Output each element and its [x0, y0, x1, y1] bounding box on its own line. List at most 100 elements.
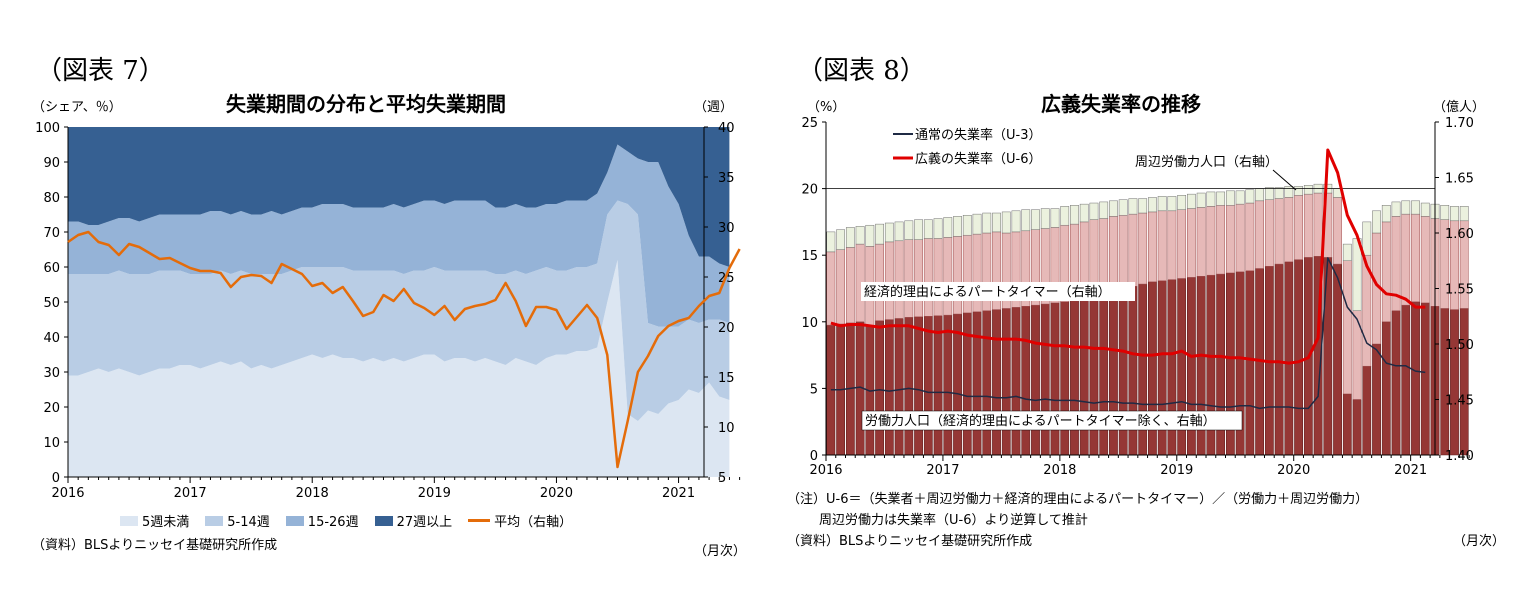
bar-labor-force	[894, 318, 904, 456]
right-y-tick-label: 10	[801, 316, 818, 331]
bar-marginal-labor	[1148, 197, 1157, 213]
bar-marginal-labor	[1255, 188, 1264, 202]
bar-part-time	[1264, 199, 1274, 267]
bar-part-time	[943, 237, 953, 316]
bar-labor-force	[1284, 261, 1294, 456]
bar-labor-force	[1333, 263, 1342, 456]
legend-label-u6: 広義の失業率（U-6）	[915, 151, 1041, 167]
bar-labor-force	[982, 310, 992, 456]
bar-marginal-labor	[1245, 189, 1255, 204]
bar-labor-force	[1294, 259, 1303, 456]
left-y-tick-label: 30	[43, 366, 60, 381]
bar-labor-force	[1274, 263, 1284, 456]
right-y-tick-label: 20	[801, 183, 818, 198]
bar-marginal-labor	[1109, 200, 1118, 217]
left-y-tick-label: 90	[43, 156, 60, 171]
bar-labor-force	[1040, 303, 1050, 456]
bar-marginal-labor	[1070, 205, 1079, 225]
bar-labor-force	[1362, 365, 1372, 456]
bar-labor-force	[1459, 308, 1469, 456]
bar-labor-force	[1060, 301, 1070, 456]
bar-part-time	[1157, 210, 1167, 281]
left-y-tick-label: 10	[43, 436, 60, 451]
right-x-tick-label: 2016	[809, 463, 842, 478]
bar-labor-force	[1381, 321, 1391, 456]
bar-marginal-labor	[875, 223, 884, 245]
bar-part-time	[1401, 213, 1411, 306]
legend-label-15-26w: 15-26週	[307, 515, 359, 530]
bar-marginal-labor	[1391, 201, 1401, 217]
left-y2-tick-label: 30	[718, 221, 735, 236]
bar-part-time	[923, 238, 933, 317]
bar-marginal-labor	[1118, 199, 1128, 216]
bar-labor-force	[1342, 393, 1352, 456]
legend-swatch-5w	[120, 515, 138, 526]
left-y-tick-label: 40	[43, 331, 60, 346]
bar-marginal-labor	[1128, 198, 1138, 215]
bar-part-time	[1225, 205, 1235, 274]
bar-marginal-labor	[845, 227, 855, 248]
bar-marginal-labor	[1011, 210, 1021, 233]
left-x-tick-label: 2016	[51, 486, 84, 501]
bar-labor-force	[1401, 304, 1411, 456]
right-y2-tick-label: 1.45	[1445, 394, 1474, 409]
bar-marginal-labor	[1079, 203, 1089, 223]
left-y-unit: （シェア、％）	[32, 100, 122, 115]
bar-marginal-labor	[1381, 205, 1391, 223]
bar-marginal-labor	[1264, 187, 1274, 200]
bar-marginal-labor	[1089, 202, 1099, 220]
left-y2-tick-label: 15	[718, 371, 735, 386]
annotation-bg-labor-force	[861, 410, 1243, 431]
bar-marginal-labor	[1099, 201, 1109, 219]
bar-marginal-labor	[1303, 185, 1313, 195]
u6-unemployment-line	[830, 148, 1426, 365]
bar-marginal-labor	[1450, 206, 1459, 222]
left-y2-tick-label: 5	[718, 471, 726, 486]
right-note-estimate: 周辺労働力は失業率（U-6）より逆算して推計	[819, 513, 1088, 528]
legend-item-5w: 5週未満	[120, 511, 189, 530]
bar-marginal-labor	[914, 219, 923, 240]
right-chart-panel: （図表 8） 広義失業率の推移 （%） （億人） 0 5 10 15 20 25 1.40 1…	[763, 0, 1526, 607]
bar-part-time	[1099, 218, 1109, 294]
bar-labor-force	[1109, 290, 1118, 456]
bar-part-time	[884, 241, 894, 320]
bar-labor-force	[1021, 306, 1031, 456]
right-y2-tick-label: 1.55	[1445, 283, 1474, 298]
bar-labor-force	[875, 320, 884, 456]
bar-labor-force	[1440, 308, 1450, 456]
annotation-part-time: 経済的理由によるパートタイマー（右軸）	[864, 284, 1111, 300]
bar-part-time	[1148, 211, 1157, 283]
left-y-tick-label: 60	[43, 261, 60, 276]
bar-marginal-labor	[943, 217, 953, 238]
bar-labor-force	[1391, 310, 1401, 456]
left-x-tick-label: 2020	[540, 486, 573, 501]
average-duration-line	[67, 230, 741, 469]
bar-marginal-labor	[1342, 243, 1352, 262]
left-source-note: （資料）BLSよりニッセイ基礎研究所作成	[32, 538, 278, 553]
bar-labor-force	[992, 309, 1001, 456]
bar-marginal-labor	[1225, 190, 1235, 206]
left-y2-tick-label: 20	[718, 321, 735, 336]
bar-marginal-labor	[1411, 200, 1420, 215]
bar-labor-force	[1031, 304, 1040, 456]
bar-part-time	[826, 251, 836, 326]
bar-labor-force	[933, 315, 943, 456]
right-source-note: （資料）BLSよりニッセイ基礎研究所作成	[787, 534, 1033, 549]
bar-marginal-labor	[1021, 209, 1031, 232]
right-y-unit: （%）	[807, 100, 846, 115]
right-x-tick-label: 2020	[1277, 463, 1310, 478]
left-y2-unit: （週）	[694, 100, 734, 115]
bar-labor-force	[923, 316, 933, 456]
area-27-weeks-plus	[68, 127, 730, 267]
bar-part-time	[1303, 193, 1313, 258]
legend-swatch-27w	[374, 515, 393, 526]
bar-part-time	[1352, 310, 1362, 400]
bar-marginal-labor	[933, 218, 943, 239]
bar-marginal-labor	[923, 219, 933, 239]
left-y2-tick-label: 35	[718, 171, 735, 186]
legend-label-27w: 27週以上	[396, 515, 453, 530]
legend-item-5-14w: 5-14週	[205, 511, 270, 530]
bar-part-time	[1138, 212, 1148, 285]
right-x-unit: （月次）	[1453, 534, 1506, 549]
right-y2-tick-label: 1.50	[1445, 338, 1474, 353]
